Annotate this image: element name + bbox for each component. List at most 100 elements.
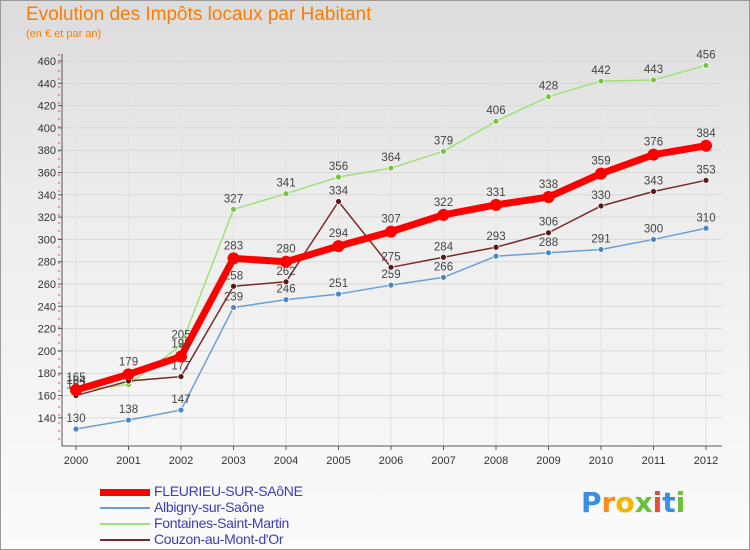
y-tick-label-400: 400 <box>38 123 56 135</box>
y-tick-label-360: 360 <box>38 168 56 180</box>
legend-swatch-couzon <box>100 539 150 541</box>
x-tick-label-2001: 2001 <box>116 455 140 467</box>
data-point-fleurieu-2008 <box>490 198 502 211</box>
data-point-fontaines-2010 <box>597 77 605 85</box>
data-point-albigny-2009 <box>545 249 552 257</box>
data-label-albigny-2006: 259 <box>381 269 400 281</box>
data-label-couzon-2004: 262 <box>276 266 295 278</box>
data-point-albigny-2010 <box>597 246 605 253</box>
data-point-fleurieu-2001 <box>122 368 135 381</box>
data-label-couzon-2005: 334 <box>329 186 349 198</box>
data-point-fleurieu-2005 <box>332 240 345 253</box>
data-point-albigny-2011 <box>650 236 657 243</box>
data-point-fleurieu-2009 <box>542 191 555 204</box>
data-label-fontaines-2009: 428 <box>539 81 558 93</box>
data-label-couzon-2010: 330 <box>591 190 610 202</box>
data-label-fleurieu-2008: 331 <box>486 187 505 199</box>
logo-letter: P <box>581 486 602 519</box>
data-label-couzon-2008: 293 <box>486 231 505 243</box>
y-tick-label-340: 340 <box>38 190 56 202</box>
x-tick-label-2005: 2005 <box>326 455 350 467</box>
legend-swatch-albigny <box>100 507 150 509</box>
logo-letter: t <box>662 486 676 519</box>
data-label-albigny-2005: 251 <box>329 278 348 290</box>
logo-letter: r <box>601 486 616 519</box>
data-point-fontaines-2009 <box>545 93 552 101</box>
data-label-albigny-2011: 300 <box>644 223 663 235</box>
x-tick-label-2010: 2010 <box>589 455 613 467</box>
x-tick-label-2009: 2009 <box>536 455 560 467</box>
data-point-fontaines-2011 <box>650 76 657 84</box>
y-tick-label-460: 460 <box>38 56 56 68</box>
y-tick-label-180: 180 <box>38 368 56 380</box>
x-tick-label-2008: 2008 <box>484 455 508 467</box>
data-label-fleurieu-2009: 338 <box>539 179 558 191</box>
data-label-albigny-2001: 138 <box>119 404 138 416</box>
data-label-fleurieu-2004: 280 <box>276 244 295 256</box>
data-label-fontaines-2011: 443 <box>644 64 663 76</box>
y-tick-label-240: 240 <box>38 301 56 313</box>
data-point-fontaines-2004 <box>282 190 290 198</box>
logo-letter: x <box>634 486 653 519</box>
data-point-fontaines-2007 <box>440 147 447 155</box>
data-label-fleurieu-2001: 179 <box>119 356 138 368</box>
data-point-albigny-2008 <box>492 252 500 260</box>
data-point-fleurieu-2012 <box>700 139 712 152</box>
logo-letter: i <box>652 486 663 519</box>
x-tick-label-2007: 2007 <box>431 455 455 467</box>
data-point-albigny-2000 <box>72 425 80 433</box>
data-point-fleurieu-2004 <box>280 255 292 268</box>
data-label-albigny-2007: 266 <box>434 261 453 273</box>
legend-label-fontaines: Fontaines-Saint-Martin <box>154 515 290 531</box>
data-label-couzon-2007: 284 <box>434 241 454 253</box>
data-label-fleurieu-2002: 195 <box>171 339 190 351</box>
data-point-fontaines-2005 <box>335 173 342 181</box>
data-label-fleurieu-2007: 322 <box>434 197 453 209</box>
legend-label-albigny: Albigny-sur-Saône <box>154 499 265 515</box>
data-label-albigny-2000: 130 <box>66 413 85 425</box>
data-label-fontaines-2006: 364 <box>381 152 401 164</box>
y-tick-label-440: 440 <box>38 78 56 90</box>
x-tick-label-2011: 2011 <box>642 455 666 467</box>
legend-label-fleurieu: FLEURIEU-SUR-SAôNE <box>154 483 303 499</box>
data-point-fontaines-2012 <box>702 62 710 69</box>
data-point-albigny-2002 <box>177 406 185 414</box>
data-point-couzon-2011 <box>650 188 657 195</box>
data-point-couzon-2008 <box>492 243 500 251</box>
y-tick-label-320: 320 <box>38 212 56 224</box>
data-point-fleurieu-2002 <box>175 350 187 363</box>
data-label-fontaines-2005: 356 <box>329 161 348 173</box>
data-point-couzon-2009 <box>545 229 552 237</box>
data-label-fleurieu-2010: 359 <box>591 156 610 168</box>
data-label-fontaines-2004: 341 <box>276 178 295 190</box>
data-point-fleurieu-2006 <box>385 225 397 238</box>
logo-letter: o <box>615 486 635 519</box>
data-label-fontaines-2003: 327 <box>224 193 243 205</box>
data-label-albigny-2009: 288 <box>539 237 558 249</box>
x-tick-label-2006: 2006 <box>379 455 403 467</box>
data-point-fleurieu-2007 <box>437 208 450 221</box>
data-label-couzon-2012: 353 <box>696 164 715 176</box>
x-tick-label-2012: 2012 <box>694 455 718 467</box>
data-label-fleurieu-2000: 165 <box>66 372 85 384</box>
y-tick-label-200: 200 <box>38 346 56 358</box>
data-point-albigny-2001 <box>125 416 132 424</box>
x-tick-label-2000: 2000 <box>64 455 88 467</box>
data-point-couzon-2002 <box>177 373 185 380</box>
data-label-albigny-2002: 147 <box>171 394 190 406</box>
data-label-fontaines-2007: 379 <box>434 135 453 147</box>
y-tick-label-160: 160 <box>38 391 56 403</box>
chart-subtitle: (en € et par an) <box>26 28 102 40</box>
data-point-fleurieu-2003 <box>227 252 240 265</box>
data-label-couzon-2002: 177 <box>171 361 190 373</box>
data-label-couzon-2011: 343 <box>644 175 663 187</box>
data-point-albigny-2012 <box>702 224 710 232</box>
data-label-fleurieu-2011: 376 <box>644 137 663 149</box>
x-tick-label-2003: 2003 <box>221 455 245 467</box>
data-point-couzon-2003 <box>230 282 237 290</box>
logo-letter: i <box>675 486 686 519</box>
data-point-couzon-2007 <box>440 253 447 261</box>
legend-label-couzon: Couzon-au-Mont-d'Or <box>154 531 284 547</box>
